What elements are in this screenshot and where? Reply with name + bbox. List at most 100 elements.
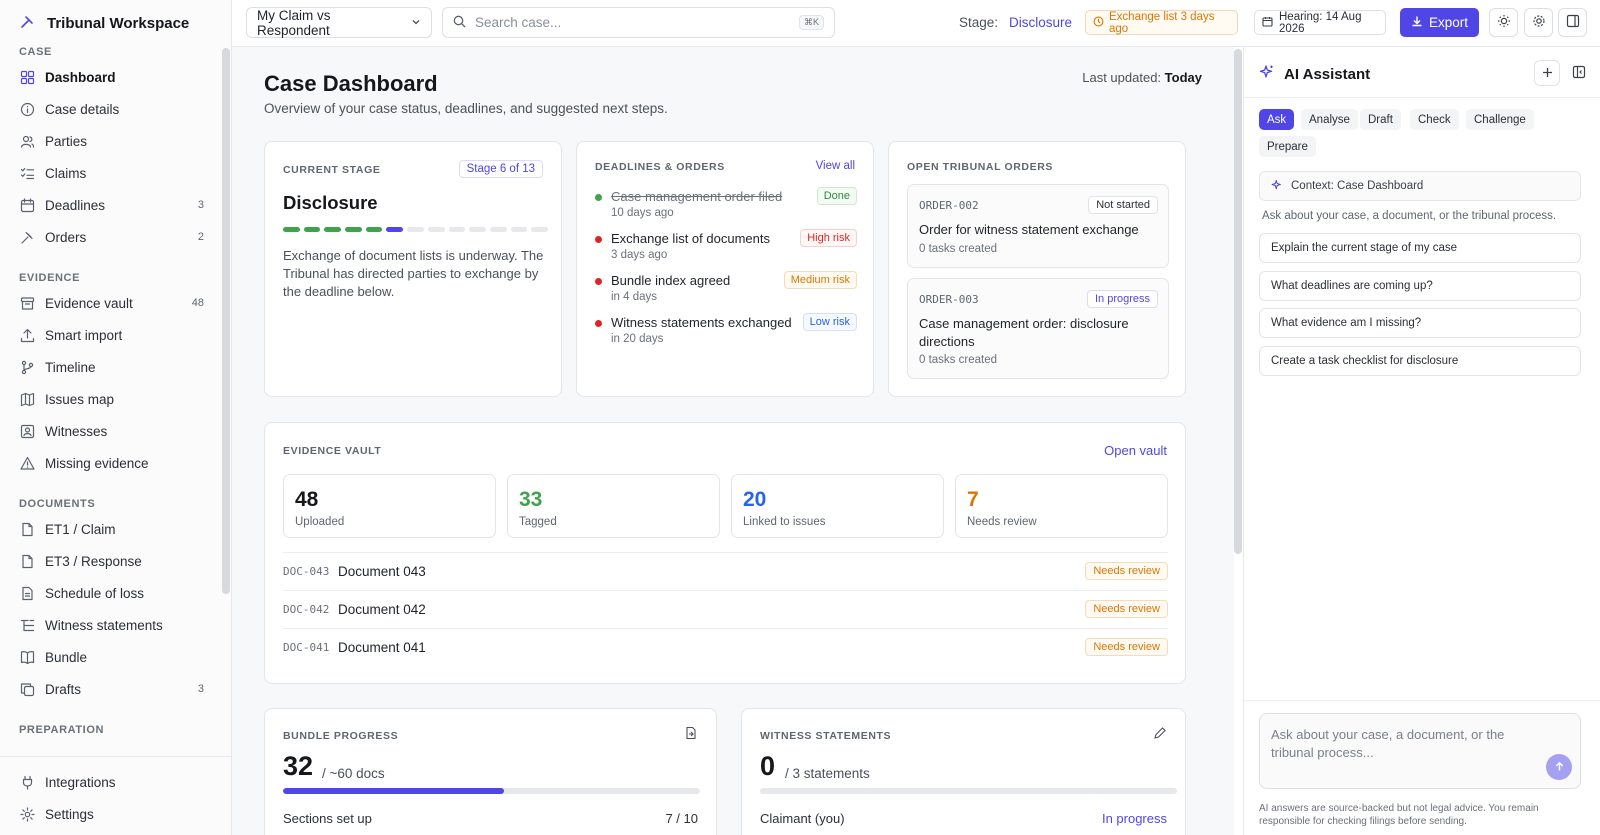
stage-label: Stage:: [959, 15, 999, 30]
tab-check[interactable]: Check: [1410, 109, 1459, 130]
suggestion-chip[interactable]: Explain the current stage of my case: [1259, 233, 1581, 263]
sidebar-item-schedule-of-loss[interactable]: Schedule of loss: [0, 577, 232, 609]
search-icon: [453, 15, 466, 31]
sidebar: Tribunal Workspace CASE Dashboard Case det…: [0, 0, 232, 835]
theme-toggle-button[interactable]: [1489, 8, 1518, 37]
sidebar-item-label: Bundle: [45, 649, 88, 665]
stat-label: Needs review: [967, 516, 1037, 528]
sidebar-item-orders[interactable]: Orders 2: [0, 221, 232, 253]
document-row[interactable]: DOC-043 Document 043 Needs review: [283, 552, 1168, 590]
deadlines-card: DEADLINES & ORDERS View all Case managem…: [576, 141, 874, 397]
tab-challenge[interactable]: Challenge: [1466, 109, 1534, 130]
suggestion-chip[interactable]: What evidence am I missing?: [1259, 308, 1581, 338]
deadline-title: Exchange list of documents: [611, 231, 770, 246]
tab-analyse[interactable]: Analyse: [1301, 109, 1358, 130]
sidebar-item-label: Case details: [45, 101, 120, 117]
export-button[interactable]: Export: [1400, 8, 1479, 37]
file-text-icon: [20, 586, 35, 601]
deadline-item[interactable]: Witness statements exchanged in 20 days Lo…: [595, 313, 857, 355]
search-input[interactable]: Search case... ⌘K: [442, 7, 835, 38]
context-chip[interactable]: Context: Case Dashboard: [1259, 171, 1581, 201]
witness-row-label: Claimant (you): [760, 811, 845, 826]
vault-stat-uploaded[interactable]: 48 Uploaded: [283, 474, 496, 538]
sparkle-icon: [1259, 64, 1275, 84]
sidebar-item-dashboard[interactable]: Dashboard: [0, 61, 232, 93]
vault-stat-tagged[interactable]: 33 Tagged: [507, 474, 720, 538]
suggestion-chip[interactable]: What deadlines are coming up?: [1259, 270, 1581, 301]
order-id: ORDER-003: [919, 293, 979, 306]
stat-number: 20: [743, 488, 767, 511]
order-card[interactable]: ORDER-003 In progress Case management or…: [907, 278, 1169, 379]
deadline-item[interactable]: Case management order filed 10 days ago Do…: [595, 187, 857, 229]
main-scrollbar[interactable]: [1234, 49, 1242, 554]
sidebar-item-smart-import[interactable]: Smart import: [0, 319, 232, 351]
current-stage-card: CURRENT STAGE Stage 6 of 13 Disclosure E…: [264, 141, 562, 397]
suggestion-chip[interactable]: Create a task checklist for disclosure: [1259, 345, 1581, 376]
sidebar-item-witness-statements[interactable]: Witness statements: [0, 609, 232, 641]
deadline-item[interactable]: Bundle index agreed in 4 days Medium risk: [595, 271, 857, 313]
hearing-date-chip[interactable]: Hearing: 14 Aug 2026: [1254, 10, 1386, 35]
document-name: Document 041: [338, 640, 426, 655]
stage-segment: [345, 227, 362, 232]
tab-prepare[interactable]: Prepare: [1259, 136, 1316, 157]
list-check-icon: [20, 166, 35, 181]
sidebar-item-et3-response[interactable]: ET3 / Response: [0, 545, 232, 577]
sidebar-item-deadlines[interactable]: Deadlines 3: [0, 189, 232, 221]
branch-icon: [20, 360, 35, 375]
sidebar-item-issues-map[interactable]: Issues map: [0, 383, 232, 415]
chat-input[interactable]: Ask about your case, a document, or the …: [1259, 713, 1581, 789]
chevron-down-icon: [411, 15, 421, 30]
clock-icon: [1093, 16, 1104, 30]
ai-assistant-panel: AI Assistant Ask Analyse Draft Check Challen…: [1243, 47, 1600, 835]
sidebar-item-parties[interactable]: Parties: [0, 125, 232, 157]
order-card[interactable]: ORDER-002 Not started Order for witness …: [907, 184, 1169, 268]
sidebar-scrollbar[interactable]: [222, 48, 230, 594]
deadlines-label: DEADLINES & ORDERS: [595, 161, 725, 173]
order-title: Case management order: disclosure direct…: [919, 316, 1129, 349]
last-updated-value: Today: [1164, 70, 1202, 85]
pencil-icon[interactable]: [1153, 726, 1167, 743]
status-badge: Needs review: [1085, 638, 1168, 656]
stat-number: 33: [519, 488, 543, 511]
sidebar-item-bundle[interactable]: Bundle: [0, 641, 232, 673]
send-button[interactable]: [1546, 754, 1572, 780]
brand[interactable]: Tribunal Workspace: [19, 13, 189, 33]
sidebar-item-evidence-vault[interactable]: Evidence vault 48: [0, 287, 232, 319]
sidebar-item-integrations[interactable]: Integrations: [0, 766, 232, 798]
main-content: Case Dashboard Overview of your case sta…: [232, 47, 1234, 835]
tab-ask[interactable]: Ask: [1259, 109, 1295, 130]
vault-stat-needs-review[interactable]: 7 Needs review: [955, 474, 1168, 538]
sidebar-item-drafts[interactable]: Drafts 3: [0, 673, 232, 705]
collapse-panel-button[interactable]: [1566, 60, 1592, 86]
deadline-item[interactable]: Exchange list of documents 3 days ago High…: [595, 229, 857, 271]
file-icon: [20, 554, 35, 569]
file-icon: [20, 522, 35, 537]
view-all-link[interactable]: View all: [815, 160, 855, 172]
open-vault-link[interactable]: Open vault: [1104, 443, 1167, 458]
sidebar-item-case-details[interactable]: Case details: [0, 93, 232, 125]
sidebar-item-missing-evidence[interactable]: Missing evidence: [0, 447, 232, 479]
new-chat-button[interactable]: [1534, 60, 1560, 86]
plus-icon: [1542, 66, 1553, 81]
document-row[interactable]: DOC-041 Document 041 Needs review: [283, 628, 1168, 666]
vault-stat-linked-to-issues[interactable]: 20 Linked to issues: [731, 474, 944, 538]
toggle-panel-button[interactable]: [1558, 8, 1587, 37]
book-icon: [20, 650, 35, 665]
sidebar-item-label: Smart import: [45, 327, 123, 343]
sidebar-item-witnesses[interactable]: Witnesses: [0, 415, 232, 447]
document-row[interactable]: DOC-042 Document 042 Needs review: [283, 590, 1168, 628]
sidebar-item-claims[interactable]: Claims: [0, 157, 232, 189]
stat-label: Linked to issues: [743, 516, 826, 528]
sidebar-item-timeline[interactable]: Timeline: [0, 351, 232, 383]
settings-button[interactable]: [1524, 8, 1553, 37]
claim-select[interactable]: My Claim vs Respondent: [246, 7, 432, 38]
exchange-deadline-chip[interactable]: Exchange list 3 days ago: [1085, 10, 1238, 35]
risk-badge: High risk: [800, 229, 857, 247]
file-export-icon[interactable]: [684, 726, 698, 743]
sidebar-item-et1-claim[interactable]: ET1 / Claim: [0, 513, 232, 545]
stage-value[interactable]: Disclosure: [1009, 15, 1073, 30]
tab-draft[interactable]: Draft: [1360, 109, 1401, 130]
sidebar-item-settings[interactable]: Settings: [0, 798, 232, 830]
sidebar-item-label: Witnesses: [45, 423, 108, 439]
deadline-title: Bundle index agreed: [611, 273, 731, 288]
